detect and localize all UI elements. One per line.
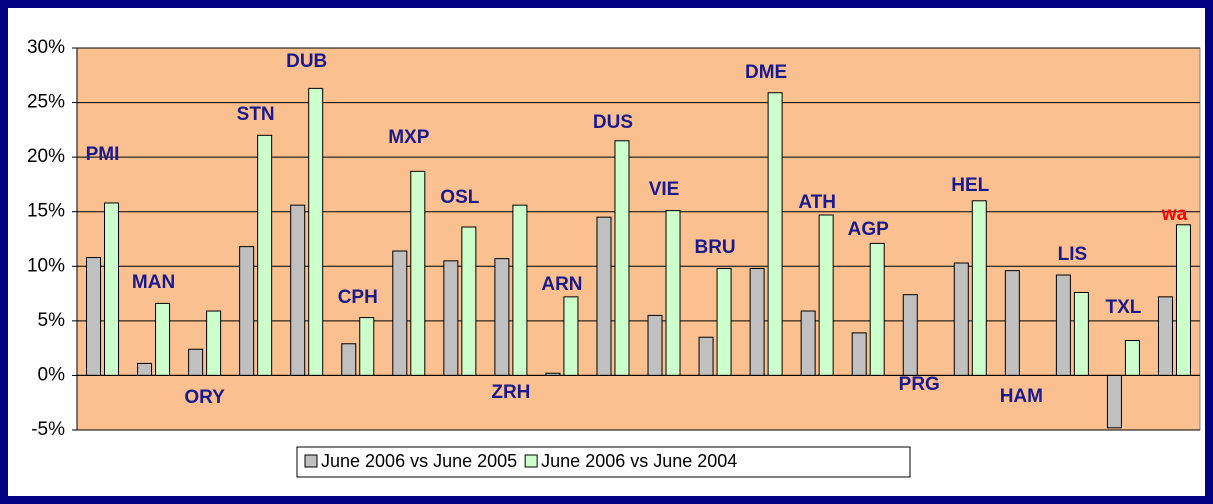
- bar: [1004, 270, 1020, 376]
- y-tick-label: 15%: [27, 201, 65, 222]
- bar: [698, 336, 714, 376]
- bar: [563, 296, 579, 376]
- category-label: BRU: [694, 237, 735, 258]
- category-label: STN: [237, 104, 275, 125]
- category-label: HAM: [1000, 386, 1043, 407]
- y-tick-label: 25%: [27, 92, 65, 113]
- y-tick-label: 10%: [27, 255, 65, 276]
- bar: [971, 200, 987, 376]
- bar: [716, 267, 732, 376]
- category-label: AGP: [848, 219, 890, 240]
- category-label: LIS: [1058, 244, 1088, 265]
- bar: [86, 257, 102, 376]
- category-label: DUB: [286, 51, 327, 72]
- bar: [818, 214, 834, 376]
- bar: [614, 140, 630, 376]
- bar: [392, 250, 408, 376]
- bar: [1157, 296, 1173, 376]
- legend-swatch: [304, 454, 318, 468]
- category-label: DME: [745, 62, 787, 83]
- bar: [1175, 224, 1191, 376]
- bar: [902, 294, 918, 376]
- bar: [443, 260, 459, 376]
- bar: [155, 302, 171, 376]
- category-label: ARN: [541, 274, 582, 295]
- bar: [257, 134, 273, 376]
- legend-label: June 2006 vs June 2004: [541, 451, 737, 471]
- category-label: PRG: [899, 374, 940, 395]
- y-tick-label: 5%: [38, 310, 66, 331]
- bar: [1106, 374, 1122, 429]
- bar: [1124, 340, 1140, 376]
- bar: [647, 314, 663, 376]
- category-label: wa: [1161, 204, 1188, 225]
- category-label: MXP: [388, 127, 430, 148]
- bar: [104, 202, 120, 376]
- bar: [665, 210, 681, 376]
- category-label: ATH: [798, 192, 836, 213]
- category-label: OSL: [440, 187, 479, 208]
- category-label: HEL: [951, 175, 989, 196]
- bar: [851, 332, 867, 376]
- category-label: PMI: [86, 144, 120, 165]
- legend-swatch: [524, 454, 538, 468]
- bar: [953, 262, 969, 376]
- category-label: MAN: [132, 272, 175, 293]
- legend-box: [296, 446, 911, 478]
- y-tick-label: 20%: [27, 146, 65, 167]
- bar: [239, 246, 255, 376]
- y-tick-label: -5%: [31, 419, 65, 440]
- bar: [341, 343, 357, 376]
- bar: [800, 310, 816, 376]
- bar: [206, 310, 222, 376]
- bar: [308, 87, 324, 376]
- bar: [188, 348, 204, 376]
- bar: [749, 267, 765, 376]
- legend-label: June 2006 vs June 2005: [321, 451, 517, 471]
- category-label: TXL: [1105, 297, 1141, 318]
- bar: [596, 216, 612, 376]
- bar: [359, 317, 375, 376]
- bar: [137, 362, 153, 376]
- bar: [512, 204, 528, 376]
- category-label: ZRH: [491, 382, 530, 403]
- bar: [767, 92, 783, 376]
- category-label: DUS: [593, 112, 633, 133]
- bar: [1055, 274, 1071, 376]
- bar: [461, 226, 477, 376]
- y-tick-label: 0%: [38, 364, 66, 385]
- bar: [494, 258, 510, 376]
- category-label: VIE: [649, 179, 680, 200]
- bar: [410, 170, 426, 376]
- category-label: CPH: [338, 287, 378, 308]
- y-tick-label: 30%: [27, 37, 65, 58]
- bar: [290, 204, 306, 376]
- bar: [869, 242, 885, 376]
- category-label: ORY: [184, 387, 225, 408]
- bar: [1073, 291, 1089, 376]
